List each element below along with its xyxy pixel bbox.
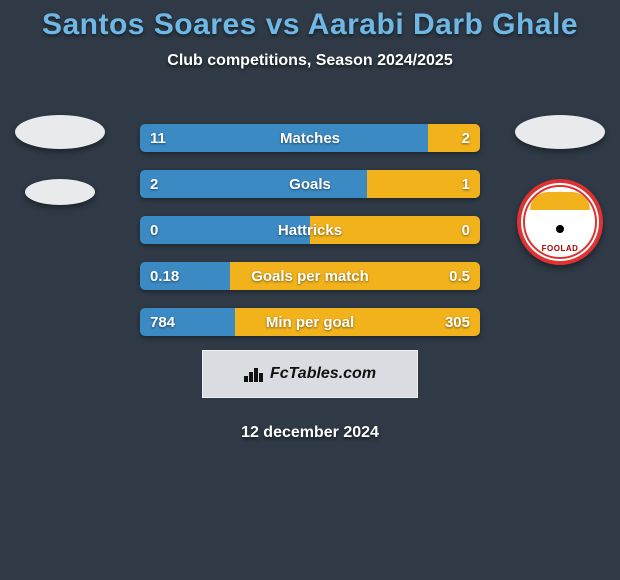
bar-chart-icon xyxy=(244,366,264,382)
soccer-ball-icon xyxy=(547,216,573,242)
comparison-infographic: Santos Soares vs Aarabi Darb Ghale Club … xyxy=(0,0,620,580)
club-badge-inner: FOOLAD xyxy=(523,185,597,259)
stat-row: 0.18Goals per match0.5 xyxy=(140,262,480,290)
stat-bar-left xyxy=(140,216,310,244)
stat-row: 11Matches2 xyxy=(140,124,480,152)
page-subtitle: Club competitions, Season 2024/2025 xyxy=(0,52,620,70)
left-player-badges xyxy=(0,115,120,205)
stat-bar-right xyxy=(230,262,480,290)
stat-bar-left xyxy=(140,262,230,290)
watermark-box: FcTables.com xyxy=(202,350,418,398)
stat-bar-right xyxy=(367,170,480,198)
stat-bar-left xyxy=(140,124,428,152)
badge-top-arc xyxy=(530,192,590,210)
stat-row: 2Goals1 xyxy=(140,170,480,198)
stat-bar-left xyxy=(140,308,235,336)
stat-bar-right xyxy=(235,308,480,336)
stat-bar-right xyxy=(428,124,480,152)
footer-date: 12 december 2024 xyxy=(0,424,620,442)
stat-row: 0Hattricks0 xyxy=(140,216,480,244)
club-name-label: FOOLAD xyxy=(542,244,579,253)
stat-bar-right xyxy=(310,216,480,244)
right-player-badges: FOOLAD xyxy=(500,115,620,265)
stat-row: 784Min per goal305 xyxy=(140,308,480,336)
club-badge-placeholder xyxy=(25,179,95,205)
watermark-text: FcTables.com xyxy=(270,365,376,383)
stat-bars: 11Matches2 2Goals1 0Hattricks0 0.18Goals pe… xyxy=(140,124,480,336)
club-badge-placeholder xyxy=(15,115,105,149)
page-title: Santos Soares vs Aarabi Darb Ghale xyxy=(0,0,620,42)
club-badge-foolad: FOOLAD xyxy=(517,179,603,265)
stat-bar-left xyxy=(140,170,367,198)
club-badge-placeholder xyxy=(515,115,605,149)
